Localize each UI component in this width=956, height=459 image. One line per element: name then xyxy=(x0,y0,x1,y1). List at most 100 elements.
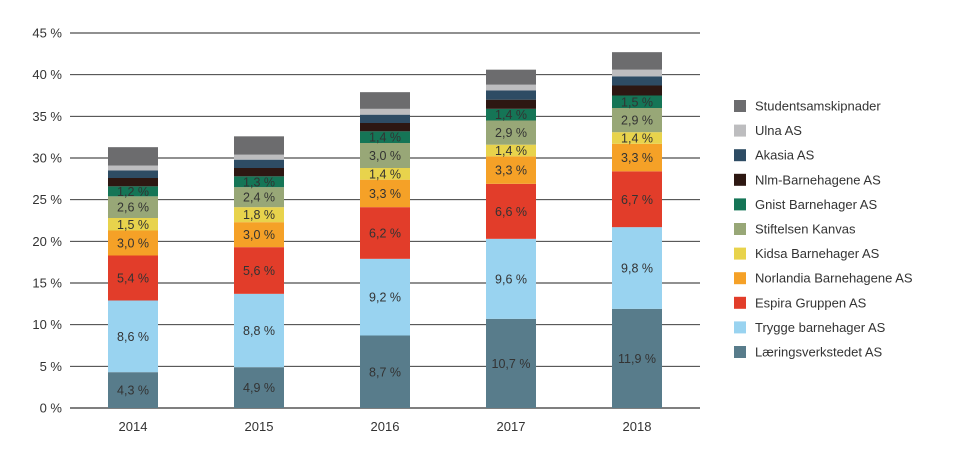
bar-segment xyxy=(360,131,410,143)
bar-segment xyxy=(108,147,158,166)
bar-segment xyxy=(360,207,410,259)
legend-swatch xyxy=(734,321,746,334)
bar-segment xyxy=(612,227,662,309)
legend-label: Kidsa Barnehager AS xyxy=(755,246,880,261)
data-label: 3,3 % xyxy=(369,187,401,201)
bar-stack-2014: 4,3 % 8,6 % 5,4 % 3,0 % 1,5 % 2,6 % 1,2 % xyxy=(108,147,158,408)
legend-swatch xyxy=(734,173,746,186)
bar-segment xyxy=(612,143,662,172)
data-label: 11,9 % xyxy=(618,352,656,366)
bar-segment xyxy=(108,218,158,231)
bar-segment xyxy=(486,90,536,100)
data-label: 6,6 % xyxy=(495,205,527,219)
data-label: 3,3 % xyxy=(621,151,653,165)
bar-segment xyxy=(612,95,662,108)
data-label: 1,5 % xyxy=(117,218,149,232)
bar-segment xyxy=(612,308,662,408)
legend-swatch xyxy=(734,149,746,162)
data-label: 3,0 % xyxy=(243,228,275,242)
data-label: 1,4 % xyxy=(495,108,527,122)
bar-segment xyxy=(360,179,410,208)
legend-label: Studentsamskipnader xyxy=(755,99,881,114)
bar-stack-2015: 4,9 % 8,8 % 5,6 % 3,0 % 1,8 % 2,4 % 1,3 % xyxy=(234,136,284,408)
bar-segment xyxy=(486,238,536,319)
data-label: 8,6 % xyxy=(117,330,149,344)
data-label: 5,4 % xyxy=(117,272,149,286)
bar-segment xyxy=(360,108,410,115)
x-tick-label: 2018 xyxy=(623,419,652,434)
y-tick-label: 45 % xyxy=(32,26,62,41)
data-label: 8,7 % xyxy=(369,365,401,379)
legend-label: Ulna AS xyxy=(755,123,802,138)
legend-label: Læringsverkstedet AS xyxy=(755,345,883,360)
bar-segment xyxy=(108,178,158,187)
data-label: 1,5 % xyxy=(621,95,653,109)
bar-segment xyxy=(486,144,536,157)
x-tick-label: 2016 xyxy=(371,419,400,434)
bar-segment xyxy=(486,99,536,109)
bar-segment xyxy=(234,222,284,248)
data-label: 1,4 % xyxy=(369,167,401,181)
bar-segment xyxy=(234,187,284,208)
bar-segment xyxy=(486,69,536,85)
bar-segment xyxy=(108,230,158,256)
bar-segment xyxy=(234,159,284,168)
bar-segment xyxy=(234,207,284,223)
y-axis-ticks: 0 % 5 % 10 % 15 % 20 % 25 % 30 % 35 % 40 % 45 % xyxy=(32,26,62,416)
legend-label: Espira Gruppen AS xyxy=(755,295,867,310)
bar-segment xyxy=(234,367,284,408)
legend-label: Stiftelsen Kanvas xyxy=(755,222,856,237)
legend-entry: Akasia AS xyxy=(734,148,815,163)
bar-segment xyxy=(486,318,536,408)
x-tick-label: 2017 xyxy=(497,419,526,434)
data-label: 2,4 % xyxy=(243,191,275,205)
legend-label: Akasia AS xyxy=(755,148,815,163)
legend-entry: Gnist Barnehager AS xyxy=(734,197,877,212)
bar-segment xyxy=(234,168,284,177)
y-tick-label: 15 % xyxy=(32,276,62,291)
y-tick-label: 20 % xyxy=(32,234,62,249)
data-label: 1,8 % xyxy=(243,208,275,222)
data-label: 9,8 % xyxy=(621,262,653,276)
bar-segment xyxy=(612,52,662,70)
bar-segment xyxy=(360,143,410,168)
data-label: 3,0 % xyxy=(369,149,401,163)
bar-segment xyxy=(108,170,158,178)
data-label: 5,6 % xyxy=(243,264,275,278)
data-label: 1,2 % xyxy=(117,185,149,199)
bar-segment xyxy=(360,92,410,109)
bar-segment xyxy=(612,108,662,133)
legend-entry: Espira Gruppen AS xyxy=(734,295,867,310)
data-label: 4,9 % xyxy=(243,381,275,395)
bar-segment xyxy=(486,156,536,184)
legend-entry: Studentsamskipnader xyxy=(734,99,881,114)
data-label: 6,2 % xyxy=(369,227,401,241)
data-label: 6,7 % xyxy=(621,193,653,207)
bar-segment xyxy=(108,196,158,218)
legend-entry: Norlandia Barnehagene AS xyxy=(734,271,913,286)
bar-segment xyxy=(360,258,410,336)
bar-segment xyxy=(234,293,284,368)
data-label: 3,3 % xyxy=(495,164,527,178)
data-label: 10,7 % xyxy=(492,357,531,371)
bar-segment xyxy=(612,132,662,144)
bar-stacks: 4,3 % 8,6 % 5,4 % 3,0 % 1,5 % 2,6 % 1,2 % 4,9 %… xyxy=(108,52,662,408)
legend-swatch xyxy=(734,100,746,112)
legend-label: Nlm-Barnehagene AS xyxy=(755,172,881,187)
bar-segment xyxy=(234,136,284,155)
legend-swatch xyxy=(734,296,746,309)
bar-segment xyxy=(360,335,410,408)
legend-swatch xyxy=(734,223,746,235)
bar-segment xyxy=(486,108,536,121)
bar-segment xyxy=(486,183,536,239)
data-label: 9,6 % xyxy=(495,272,527,286)
y-tick-label: 40 % xyxy=(32,67,62,82)
legend-swatch xyxy=(734,272,746,285)
legend: Studentsamskipnader Ulna AS Akasia AS Nlm-B… xyxy=(734,99,913,360)
bar-segment xyxy=(108,255,158,301)
legend-entry: Kidsa Barnehager AS xyxy=(734,246,880,261)
bar-segment xyxy=(612,69,662,77)
x-axis-ticks: 2014 2015 2016 2017 2018 xyxy=(119,419,652,434)
y-tick-label: 35 % xyxy=(32,109,62,124)
